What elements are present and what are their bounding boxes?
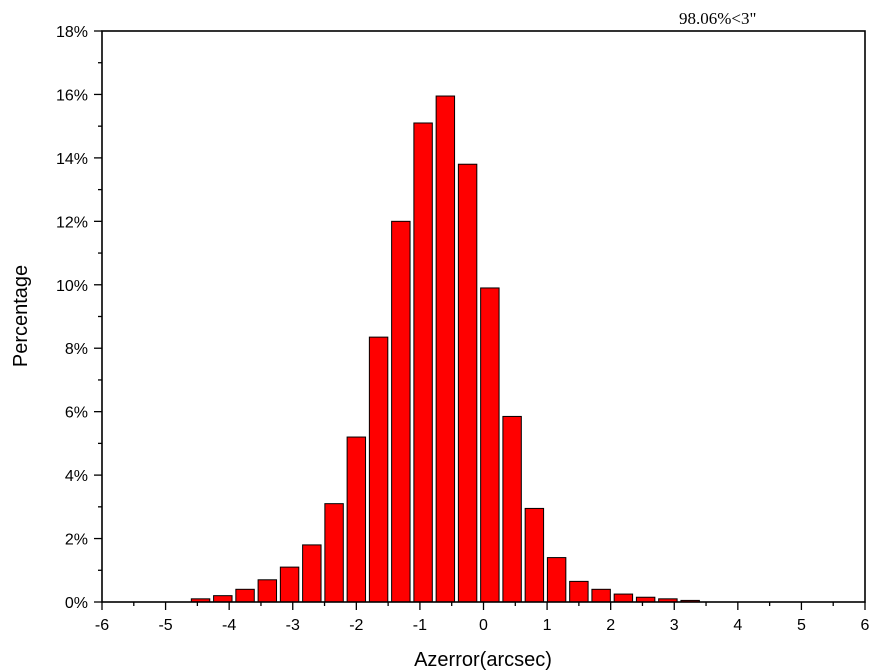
annotation-text: 98.06%<3" [679, 9, 756, 28]
x-tick-label: -4 [222, 617, 236, 634]
x-axis: -6 -5 -4 -3 -2 -1 0 1 2 3 4 5 6 [95, 602, 870, 634]
histogram-bar [457, 163, 478, 603]
histogram-bar [279, 566, 300, 603]
histogram-bar [391, 220, 411, 603]
y-tick-label: 8% [65, 341, 88, 358]
histogram-bar [435, 95, 456, 603]
y-tick-label: 2% [65, 532, 88, 549]
y-tick-label: 10% [56, 278, 88, 295]
x-axis-title: Azerror(arcsec) [414, 649, 552, 670]
x-tick-label: 5 [797, 617, 806, 634]
y-tick-label: 4% [65, 468, 88, 485]
x-tick-label: 3 [670, 617, 679, 634]
x-tick-label: 0 [479, 617, 488, 634]
histogram-bar [368, 336, 389, 603]
y-tick-label: 12% [56, 214, 88, 231]
x-tick-label: -2 [349, 617, 363, 634]
y-tick-label: 6% [65, 405, 88, 422]
histogram-bar [546, 557, 567, 603]
histogram-bar [502, 415, 522, 603]
y-tick-label: 0% [65, 595, 88, 612]
x-tick-label: 6 [861, 617, 870, 634]
x-tick-label: -3 [286, 617, 300, 634]
y-tick-label: 18% [56, 24, 88, 41]
histogram-bar [413, 122, 433, 603]
histogram-bar [591, 588, 611, 603]
y-tick-label: 16% [56, 87, 88, 104]
x-tick-label: -6 [95, 617, 109, 634]
x-tick-label: 1 [543, 617, 552, 634]
histogram-bar [480, 287, 500, 603]
histogram-bar [569, 580, 589, 603]
y-axis-title: Percentage [10, 265, 32, 367]
x-tick-label: 4 [733, 617, 742, 634]
histogram-bar [613, 593, 634, 603]
histogram-bar [302, 544, 322, 603]
histogram-bar [324, 503, 344, 603]
x-tick-label: -5 [158, 617, 172, 634]
y-axis: 0% 2% 4% 6% 8% 10% 12% 14% 16% 18% [56, 24, 102, 612]
x-tick-label: 2 [606, 617, 615, 634]
histogram-bar [257, 579, 278, 603]
histogram-bar [346, 436, 367, 603]
histogram-bar [524, 507, 545, 603]
y-tick-label: 14% [56, 151, 88, 168]
bars-group [190, 95, 700, 603]
histogram-bar [235, 588, 255, 603]
x-tick-label: -1 [413, 617, 427, 634]
histogram-bar [213, 595, 233, 603]
